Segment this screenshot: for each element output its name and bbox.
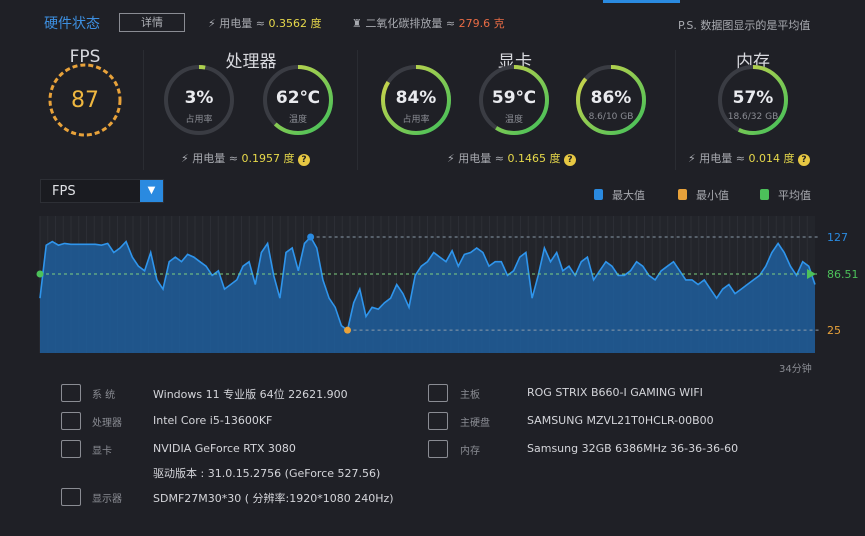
- min-marker: [344, 326, 352, 334]
- system-value: ROG STRIX B660-I GAMING WIFI: [527, 386, 703, 399]
- memory-usage-label: 18.6/32 GB: [727, 112, 779, 122]
- x-end-label: 34分钟: [779, 364, 812, 375]
- fps-title: FPS: [69, 47, 101, 67]
- co2-emission: ♜ 二氧化碳排放量 ≈ 279.6 克: [352, 17, 505, 30]
- legend-avg: 平均值: [760, 187, 811, 203]
- chevron-down-icon[interactable]: ▼: [140, 180, 163, 202]
- max-marker: [307, 233, 315, 241]
- page-title: 硬件状态: [44, 16, 100, 32]
- avg-marker: [36, 270, 44, 278]
- fps-line: [39, 235, 816, 332]
- legend-min: 最小值: [678, 187, 729, 203]
- metric-select[interactable]: FPS ▼: [40, 179, 164, 203]
- help-icon[interactable]: ?: [297, 154, 310, 166]
- gpu-usage-value: 84%: [395, 88, 437, 108]
- system-value: NVIDIA GeForce RTX 3080: [153, 442, 296, 455]
- windows-icon: [61, 384, 81, 402]
- max-label: 127: [827, 231, 848, 244]
- avg-arrow-icon: [807, 268, 816, 279]
- avg-label: 86.51: [827, 268, 859, 281]
- gpu-icon: [61, 440, 81, 458]
- note: P.S. 数据图显示的是平均值: [678, 19, 811, 32]
- gpu-power: ⚡ 用电量 ≈ 0.1465 度 ?: [447, 150, 576, 166]
- gpu-vram-value: 86%: [590, 88, 632, 108]
- memory-power: ⚡ 用电量 ≈ 0.014 度 ?: [688, 150, 810, 166]
- system-label: 主硬盘: [460, 418, 490, 429]
- cpu-temp-label: 温度: [288, 115, 307, 125]
- cpu-usage-gauge: [164, 65, 234, 135]
- cpu-temp-value: 62℃: [275, 88, 321, 108]
- gpu-temp-value: 59℃: [491, 88, 537, 108]
- motherboard-icon: [428, 384, 448, 402]
- help-icon[interactable]: ?: [797, 154, 810, 166]
- cpu-usage-label: 占用率: [185, 115, 213, 125]
- system-value: SAMSUNG MZVL21T0HCLR-00B00: [527, 414, 714, 427]
- system-label: 系 统: [92, 390, 116, 401]
- power-icon: ⚡: [208, 17, 220, 30]
- details-button[interactable]: 详情: [119, 13, 185, 32]
- cpu-title: 处理器: [225, 52, 277, 72]
- cpu-temp-gauge: [263, 65, 333, 135]
- system-label: 内存: [460, 446, 480, 457]
- monitor-icon: [61, 488, 81, 506]
- system-value: Windows 11 专业版 64位 22621.900: [153, 388, 348, 401]
- system-label: 处理器: [92, 418, 122, 429]
- system-value: SDMF27M30*30 ( 分辨率:1920*1080 240Hz): [153, 492, 394, 505]
- fps-chart: 127 86.51 25: [36, 216, 859, 353]
- system-label: 显示器: [92, 494, 122, 505]
- memory-usage-value: 57%: [732, 88, 774, 108]
- help-icon[interactable]: ?: [563, 154, 576, 166]
- memory-usage-gauge: [718, 65, 788, 135]
- cpu-power: ⚡ 用电量 ≈ 0.1957 度 ?: [181, 150, 310, 166]
- cpu-icon: [61, 412, 81, 430]
- system-value: 驱动版本 : 31.0.15.2756 (GeForce 527.56): [153, 467, 381, 480]
- active-tab-indicator: [603, 0, 680, 3]
- system-label: 主板: [460, 390, 480, 401]
- gpu-usage-label: 占用率: [402, 115, 430, 125]
- fps-gauge: [48, 63, 122, 137]
- cpu-usage-value: 3%: [184, 88, 214, 108]
- bottle-icon: ♜: [352, 17, 366, 30]
- total-power: ⚡ 用电量 ≈ 0.3562 度: [208, 17, 322, 30]
- legend-max: 最大值: [594, 187, 645, 203]
- min-label: 25: [827, 324, 841, 337]
- gpu-temp-label: 温度: [504, 115, 523, 125]
- fps-value: 87: [71, 88, 99, 113]
- disk-icon: [428, 412, 448, 430]
- system-label: 显卡: [92, 446, 112, 457]
- system-value: Intel Core i5-13600KF: [153, 414, 273, 427]
- gpu-usage-gauge: [381, 65, 451, 135]
- memory-icon: [428, 440, 448, 458]
- gpu-vram-label: 8.6/10 GB: [588, 112, 634, 122]
- gpu-vram-gauge: [576, 65, 646, 135]
- system-value: Samsung 32GB 6386MHz 36-36-36-60: [527, 442, 739, 455]
- gpu-temp-gauge: [479, 65, 549, 135]
- fps-area: [40, 237, 815, 353]
